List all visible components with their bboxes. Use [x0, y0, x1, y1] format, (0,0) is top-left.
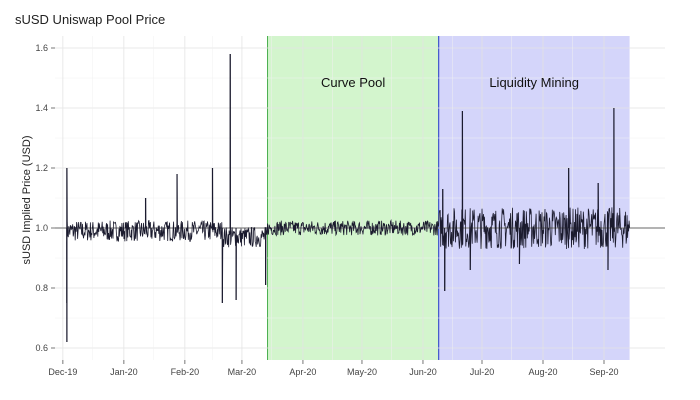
x-tick-label-8: Aug-20: [528, 367, 557, 377]
price-line: [66, 53, 630, 342]
region-label-0: Curve Pool: [321, 75, 385, 90]
region-label-1: Liquidity Mining: [489, 75, 579, 90]
y-tick-label-2: 1.0: [35, 223, 48, 233]
y-axis-ticks: 0.6 0.8 1.0 1.2 1.4 1.6: [35, 43, 55, 353]
x-tick-label-2: Feb-20: [171, 367, 200, 377]
chart-title: sUSD Uniswap Pool Price: [15, 12, 165, 27]
x-tick-label-1: Jan-20: [110, 367, 138, 377]
x-tick-label-7: Jul-20: [470, 367, 495, 377]
x-tick-label-3: Mar-20: [228, 367, 257, 377]
x-axis-ticks: Dec-19 Jan-20 Feb-20 Mar-20 Apr-20 May-20 Jun-…: [48, 360, 619, 377]
x-tick-label-5: May-20: [347, 367, 377, 377]
price-series: [66, 53, 630, 342]
y-tick-label-4: 1.4: [35, 103, 48, 113]
x-tick-label-4: Apr-20: [289, 367, 316, 377]
y-tick-label-5: 1.6: [35, 43, 48, 53]
x-tick-label-6: Jun-20: [409, 367, 437, 377]
y-tick-label-3: 1.2: [35, 163, 48, 173]
y-tick-label-0: 0.6: [35, 343, 48, 353]
region-labels: Curve Pool Liquidity Mining: [321, 75, 579, 90]
x-tick-label-9: Sep-20: [589, 367, 618, 377]
y-axis-label: sUSD Implied Price (USD): [21, 136, 33, 265]
x-tick-label-0: Dec-19: [48, 367, 77, 377]
y-tick-label-1: 0.8: [35, 283, 48, 293]
